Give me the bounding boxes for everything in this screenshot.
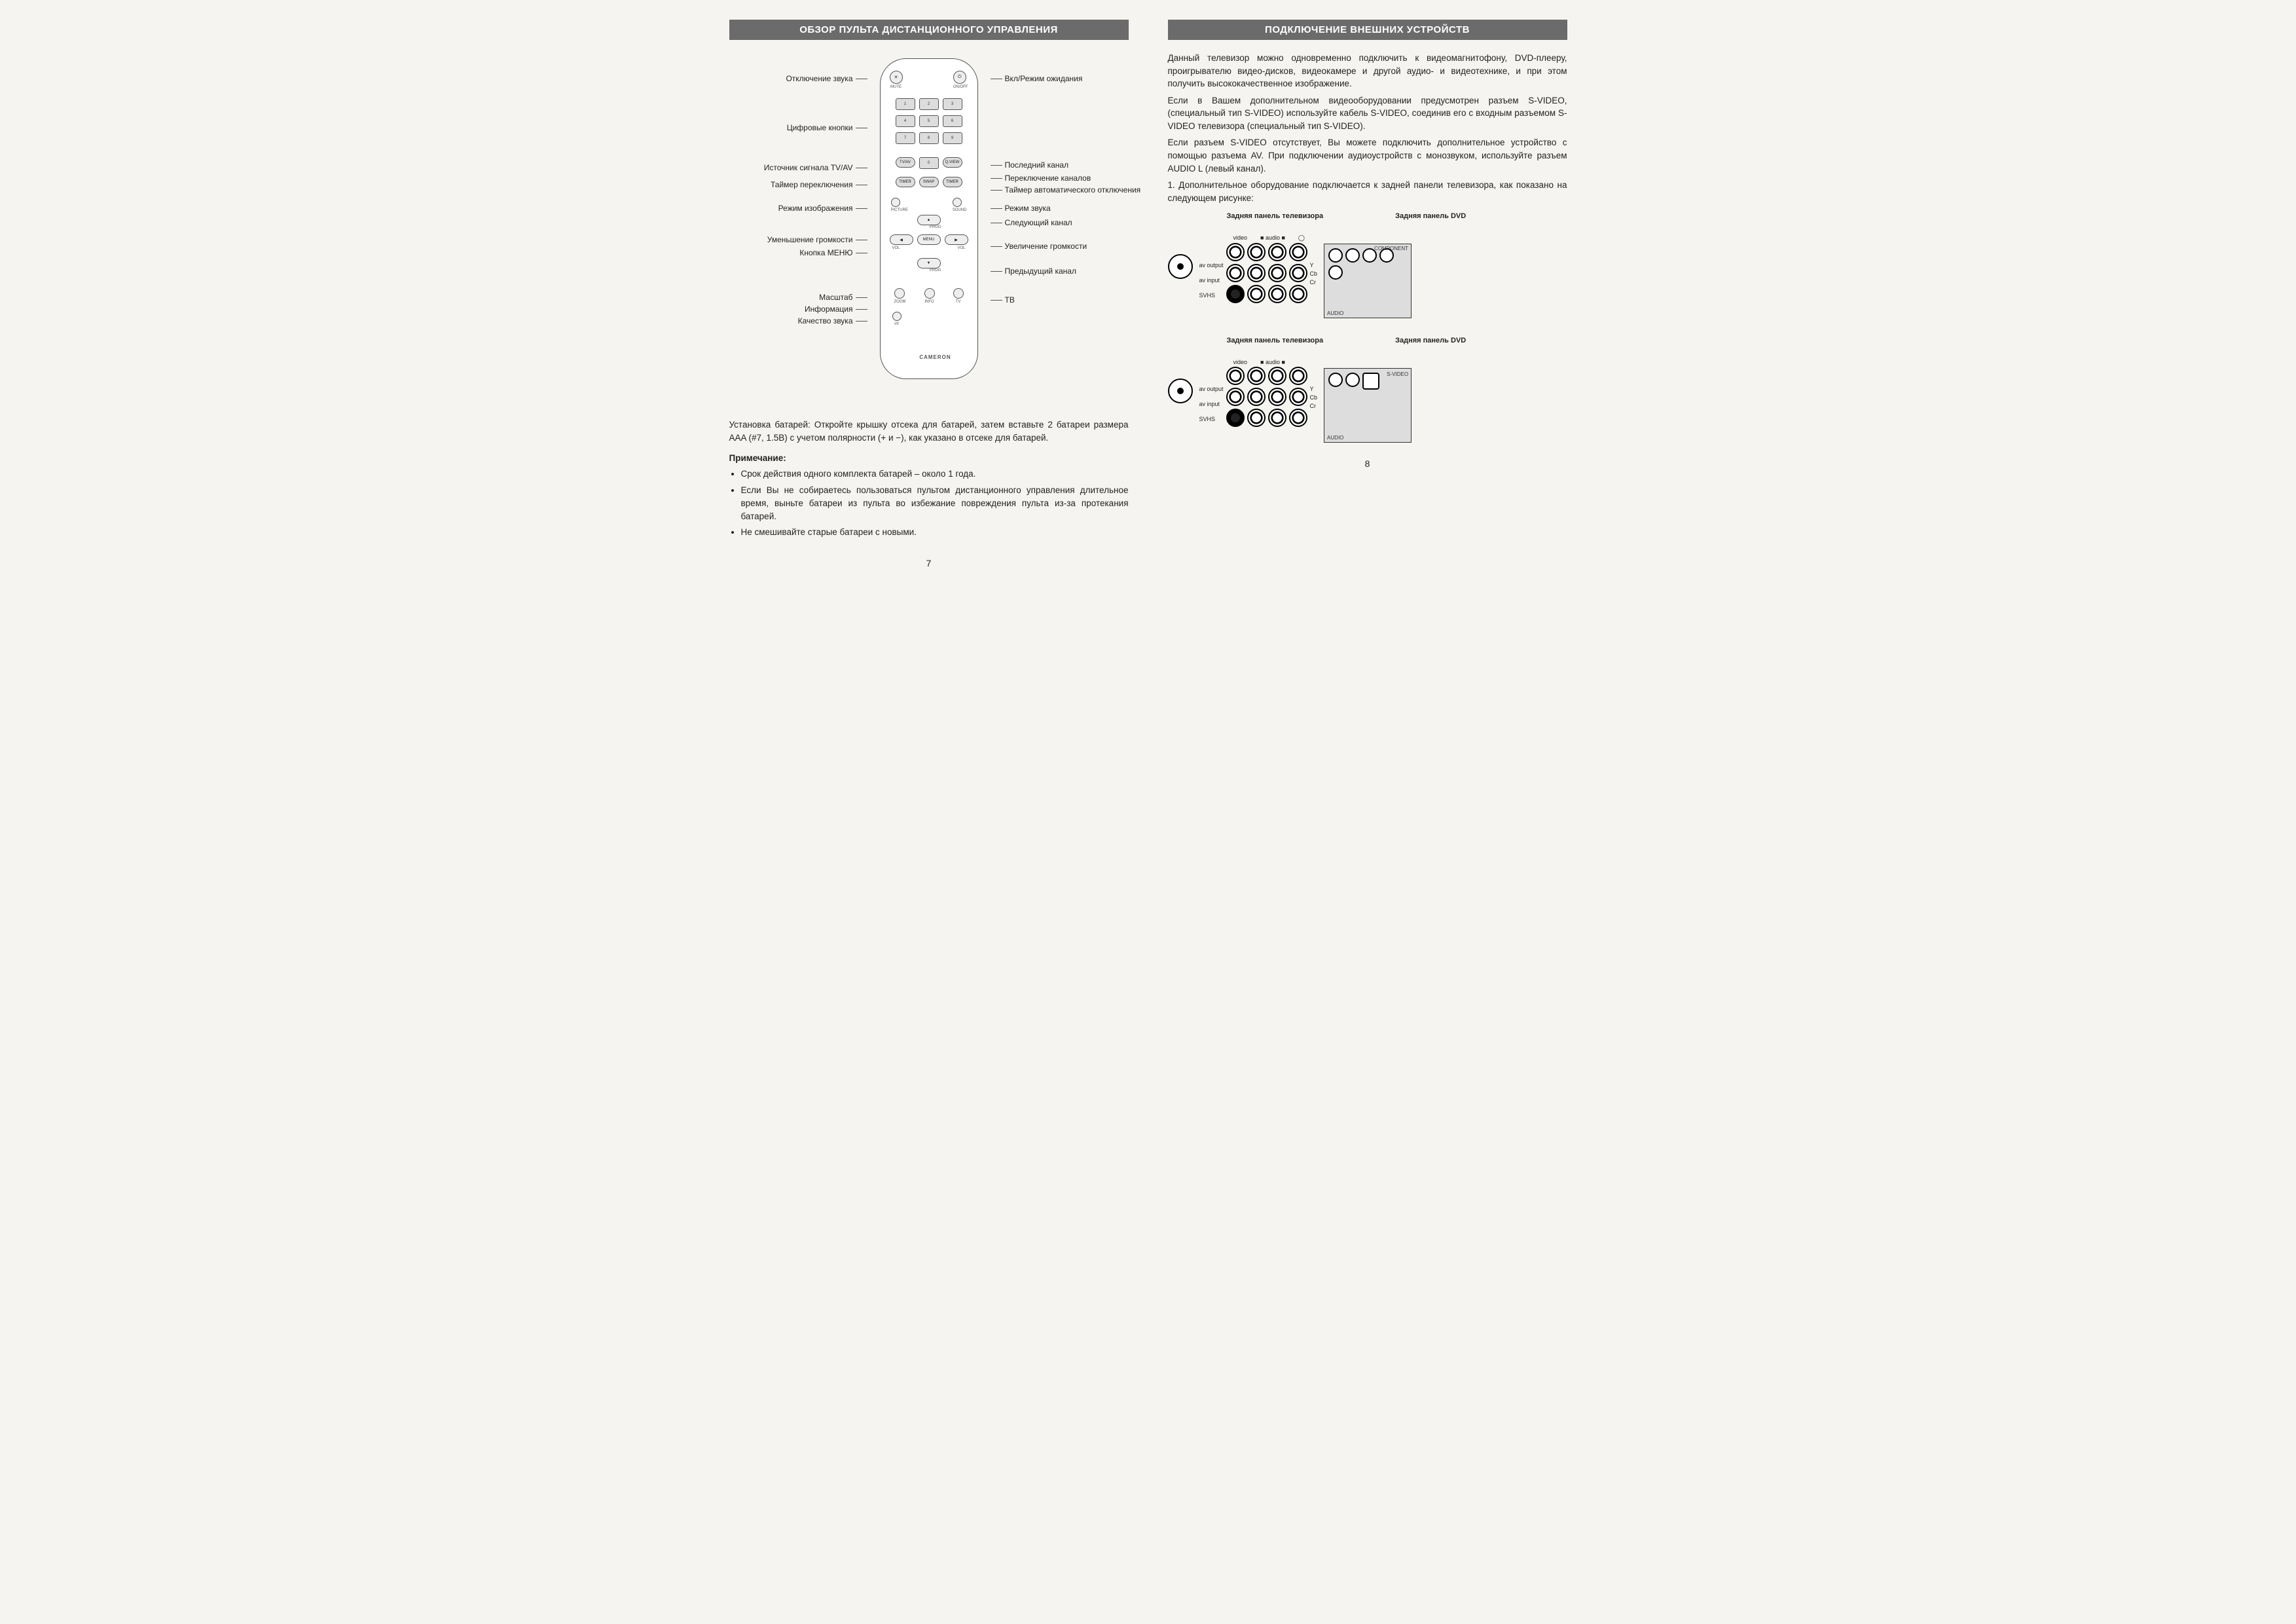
callout-swap: Переключение каналов [988,174,1091,183]
callout-menu: Кнопка МЕНЮ [799,248,869,257]
right-title: ПОДКЛЮЧЕНИЕ ВНЕШНИХ УСТРОЙСТВ [1168,20,1567,40]
callout-zoom: Масштаб [819,293,869,302]
connection-diagram-2: Задняя панель телевизора Задняя панель D… [1168,337,1567,443]
callout-picture: Режим изображения [778,204,870,213]
callout-voldown: Уменьшение громкости [767,235,870,244]
dvd-panel-1: COMPONENT AUDIO [1324,244,1412,318]
callout-soundmode: Режим звука [988,204,1051,213]
brand-label: CAMERON [887,354,984,360]
page-spread: ОБЗОР ПУЛЬТА ДИСТАНЦИОННОГО УПРАВЛЕНИЯ О… [729,20,1567,568]
callout-chup: Следующий канал [988,218,1072,227]
btn-mute: ✕ [890,71,903,84]
callout-mute: Отключение звука [786,74,869,83]
callout-timer: Таймер переключения [771,180,870,189]
callout-tv: ТВ [988,295,1015,304]
page-right: ПОДКЛЮЧЕНИЕ ВНЕШНИХ УСТРОЙСТВ Данный тел… [1168,20,1567,568]
page-left: ОБЗОР ПУЛЬТА ДИСТАНЦИОННОГО УПРАВЛЕНИЯ О… [729,20,1129,568]
callout-chdown: Предыдущий канал [988,267,1076,276]
antenna-icon [1168,359,1193,403]
callout-last: Последний канал [988,160,1069,170]
dvd-panel-2: S-VIDEO AUDIO [1324,368,1412,443]
tv-jack-grid-2 [1226,367,1307,427]
page-number-left: 7 [729,558,1129,568]
callout-power: Вкл/Режим ожидания [988,74,1083,83]
left-title: ОБЗОР ПУЛЬТА ДИСТАНЦИОННОГО УПРАВЛЕНИЯ [729,20,1129,40]
callout-digits: Цифровые кнопки [787,123,870,132]
antenna-icon [1168,234,1193,279]
note-item: Не смешивайте старые батареи с новыми. [741,526,1129,539]
callout-tvav: Источник сигнала TV/AV [764,163,870,172]
right-paragraphs: Данный телевизор можно одновременно подк… [1168,52,1567,208]
callout-volup: Увеличение громкости [988,242,1087,251]
callout-soundq: Качество звука [798,316,870,325]
note-item: Срок действия одного комплекта батарей –… [741,468,1129,481]
page-number-right: 8 [1168,458,1567,469]
remote-diagram: Отключение звука Цифровые кнопки Источни… [729,58,1129,399]
remote-body: ✕MUTE ⏻ON/OFF 123 456 789 TV/AV0Q.VIEW T… [880,58,978,379]
tv-jack-grid [1226,243,1307,303]
callout-info: Информация [805,304,869,314]
btn-power: ⏻ [953,71,966,84]
notes-block: Примечание: Срок действия одного комплек… [729,448,1129,542]
note-item: Если Вы не собираетесь пользоваться пуль… [741,484,1129,524]
connection-diagram-1: Задняя панель телевизора Задняя панель D… [1168,208,1567,318]
battery-text: Установка батарей: Откройте крышку отсек… [729,418,1129,448]
callout-autotimer: Таймер автоматического отключения [988,185,1141,194]
